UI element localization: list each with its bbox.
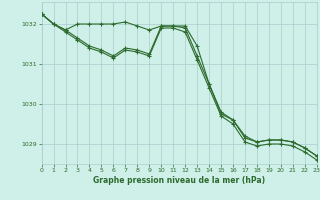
X-axis label: Graphe pression niveau de la mer (hPa): Graphe pression niveau de la mer (hPa)	[93, 176, 265, 185]
